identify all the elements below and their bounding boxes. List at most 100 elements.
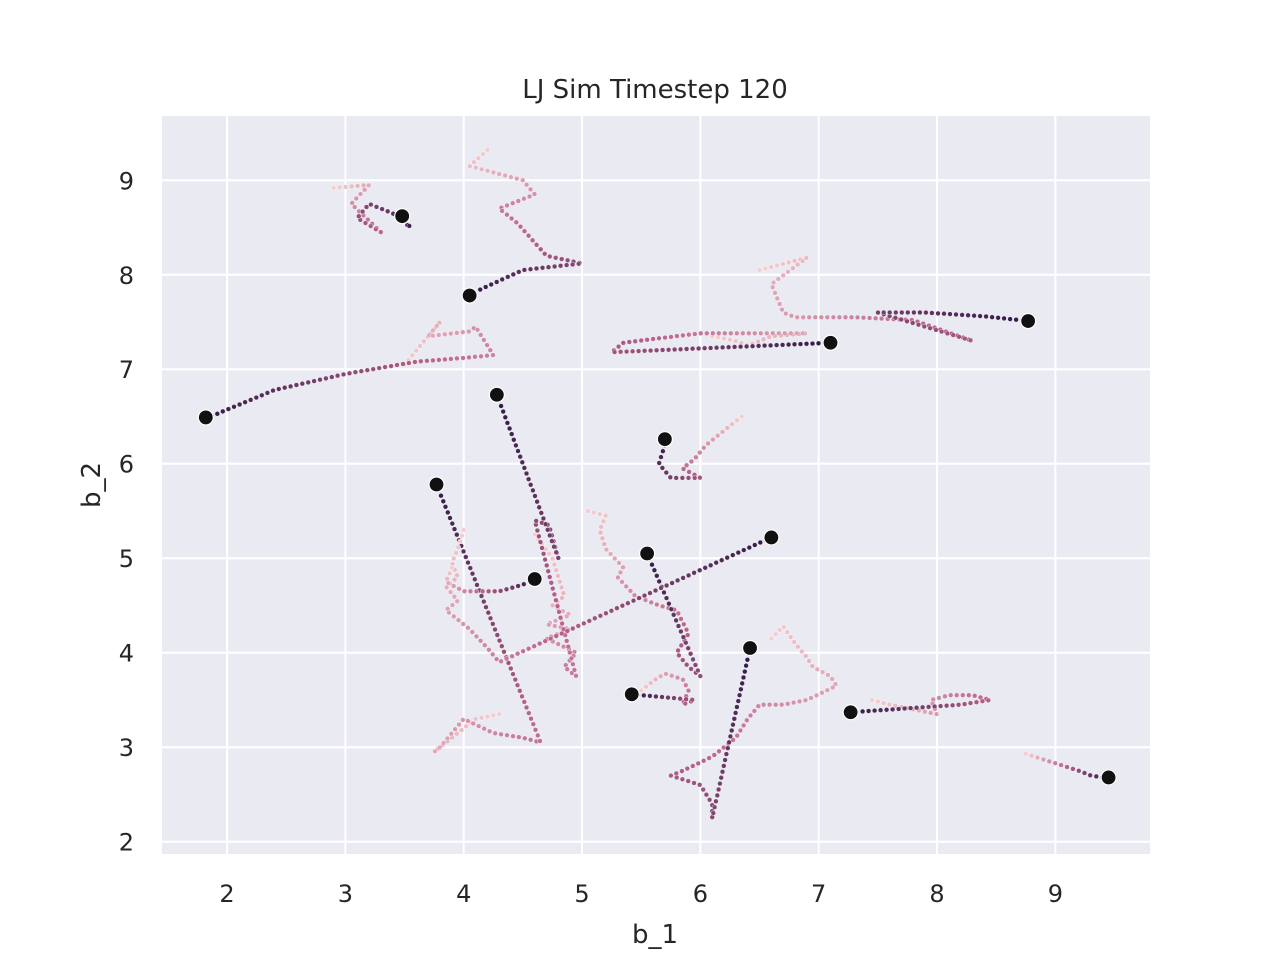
trail-point [449, 602, 456, 608]
trail-point [225, 406, 232, 412]
trail-point [496, 171, 502, 177]
trail-point [935, 310, 941, 317]
trail-point [892, 703, 898, 709]
x-tick-label: 5 [574, 880, 589, 908]
trail-point [270, 388, 276, 394]
trail-point [735, 549, 741, 556]
trail-point [652, 676, 659, 683]
trail-point [950, 332, 956, 338]
trail-point [467, 565, 473, 571]
trail-point [741, 547, 747, 553]
trail-point [830, 314, 837, 320]
trail-point [925, 704, 932, 710]
trail-point [430, 333, 436, 339]
trail-point [961, 701, 968, 707]
trail-point [499, 208, 505, 214]
trail-point [938, 329, 945, 335]
trail-point [448, 731, 454, 737]
trail-point [775, 276, 781, 282]
y-tick-labels: 2 3 4 5 6 7 8 9 [119, 167, 134, 856]
trail-point [813, 692, 820, 699]
trail-point [703, 792, 710, 798]
trail-point [680, 657, 686, 663]
trail-point [871, 707, 878, 714]
trail-point [791, 258, 798, 264]
trail-point [685, 475, 692, 481]
trail-point [684, 662, 690, 668]
trail-point [460, 717, 466, 723]
trail-point [607, 551, 614, 557]
trail-point [360, 209, 366, 215]
trail-point [967, 337, 974, 343]
trail-point [937, 703, 944, 709]
trail-point [690, 763, 696, 769]
trail-point [481, 337, 487, 343]
trail-point [947, 311, 953, 317]
trail-point [829, 676, 835, 682]
trail-point [922, 709, 928, 715]
trail-point [713, 798, 719, 804]
trail-point [685, 572, 692, 579]
trail-point [461, 527, 467, 533]
trail-point [697, 567, 703, 573]
trail-point [830, 684, 836, 691]
trail-point [983, 313, 989, 320]
trail-point [780, 272, 786, 279]
trail-point [496, 637, 503, 644]
trail-point [651, 567, 658, 573]
trail-point [681, 621, 687, 627]
trail-point [460, 548, 467, 555]
trail-point [498, 588, 504, 594]
trail-point [479, 166, 485, 172]
trail-point [742, 668, 748, 675]
trail-point [368, 202, 374, 208]
trail-point [966, 692, 972, 698]
trail-point [800, 330, 806, 336]
trail-point [492, 588, 498, 594]
trail-point [536, 533, 542, 539]
trail-point [466, 328, 472, 335]
trail-point [854, 314, 861, 321]
trail-point [463, 723, 469, 729]
trail-point [504, 732, 510, 738]
trail-point [547, 253, 553, 260]
trail-point [490, 169, 497, 176]
trail-point [790, 699, 797, 706]
trail-point [560, 644, 567, 650]
trail-point [311, 378, 317, 384]
trail-point [679, 475, 686, 481]
trail-point [734, 417, 740, 423]
trail-point [738, 686, 744, 692]
trail-point [1064, 764, 1070, 770]
trail-point [1007, 316, 1013, 322]
trail-point [264, 390, 271, 396]
trail-point [557, 263, 564, 269]
trail-point [337, 184, 343, 190]
trail-point [551, 544, 557, 550]
y-tick-label: 5 [119, 545, 134, 573]
trail-point [777, 627, 783, 633]
particle-point [526, 570, 543, 588]
trail-point [659, 603, 666, 610]
trail-point [242, 399, 248, 405]
trail-point [456, 721, 462, 728]
trail-point [695, 345, 702, 352]
trail-point [713, 560, 719, 566]
trail-point [878, 316, 885, 322]
particle-point [623, 686, 640, 703]
trail-point [913, 705, 920, 711]
trail-point [1023, 751, 1029, 757]
trail-point [733, 338, 739, 344]
trail-point [451, 583, 457, 589]
trail-point [729, 727, 735, 734]
trail-point [492, 730, 498, 736]
trail-point [635, 348, 642, 354]
trail-point [388, 363, 394, 369]
trail-point [927, 325, 933, 331]
trail-point [675, 623, 682, 629]
trail-point [353, 195, 359, 202]
trail-point [652, 587, 659, 594]
trail-point [788, 330, 794, 336]
trail-point [445, 509, 451, 516]
trail-point [510, 200, 516, 206]
